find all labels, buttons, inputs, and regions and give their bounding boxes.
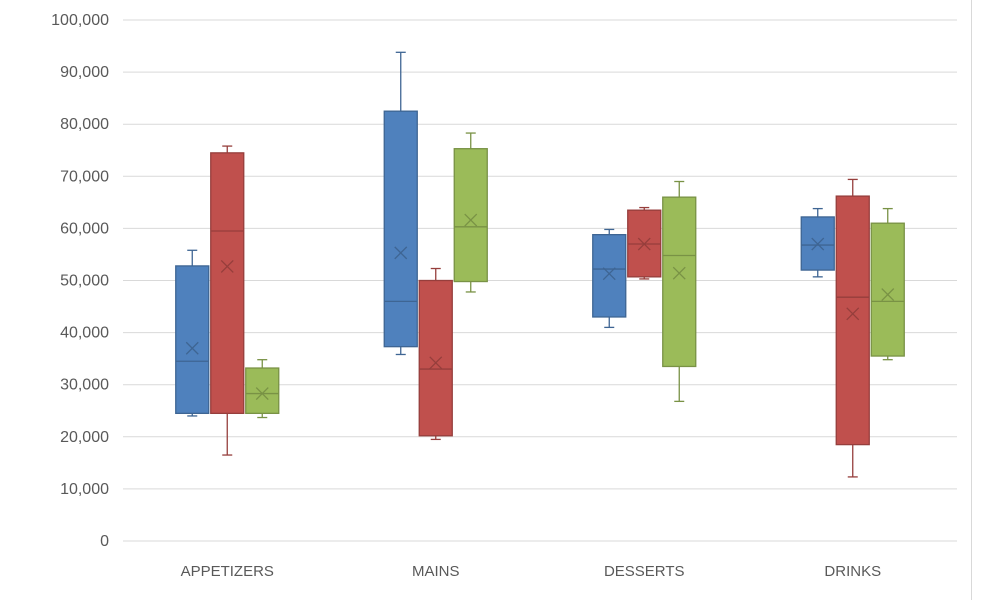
y-tick-label: 20,000: [60, 429, 109, 446]
y-tick-label: 30,000: [60, 377, 109, 394]
y-tick-label: 80,000: [60, 116, 109, 133]
box-plot-item: [870, 207, 905, 361]
box-plot-item: [418, 267, 453, 441]
box: [418, 279, 453, 437]
box-plot-item: [453, 132, 488, 293]
y-tick-label: 50,000: [60, 273, 109, 290]
y-tick-label: 70,000: [60, 168, 109, 185]
y-tick-label: 60,000: [60, 220, 109, 237]
mean-marker: [220, 259, 234, 273]
box: [383, 110, 418, 348]
y-tick-label: 40,000: [60, 325, 109, 342]
x-category-label: APPETIZERS: [181, 563, 274, 580]
x-category-label: DRINKS: [824, 563, 881, 580]
mean-marker: [846, 307, 860, 321]
box: [592, 234, 627, 318]
box-plot-item: [245, 359, 280, 419]
x-category-label: DESSERTS: [604, 563, 685, 580]
mean-marker: [185, 341, 199, 355]
box-plot-item: [800, 207, 835, 278]
y-tick-label: 10,000: [60, 481, 109, 498]
chart-area-border: [971, 0, 972, 600]
box: [245, 367, 280, 415]
box-plot-item: [662, 180, 697, 403]
mean-marker: [881, 288, 895, 302]
mean-marker: [429, 356, 443, 370]
mean-marker: [255, 387, 269, 401]
y-tick-label: 100,000: [51, 12, 109, 29]
box-plot-item: [835, 178, 870, 478]
mean-marker: [394, 246, 408, 260]
box-plot-item: [592, 228, 627, 329]
box-plot-item: [210, 145, 245, 456]
box: [835, 195, 870, 446]
box-plot-item: [627, 206, 662, 280]
y-axis-tick-labels: 0 10,000 20,000 30,000 40,000 50,000 60,000 70,…: [51, 12, 109, 550]
y-tick-label: 0: [100, 533, 109, 550]
box: [210, 152, 245, 415]
box: [175, 265, 210, 415]
mean-marker: [602, 267, 616, 281]
x-category-label: MAINS: [412, 563, 460, 580]
x-axis-category-labels: APPETIZERS MAINS DESSERTS DRINKS: [181, 563, 882, 580]
box-plot-item: [383, 51, 418, 356]
mean-marker: [672, 266, 686, 280]
box: [662, 196, 697, 368]
mean-marker: [464, 213, 478, 227]
y-tick-label: 90,000: [60, 64, 109, 81]
mean-marker: [811, 237, 825, 251]
box-series: [175, 51, 905, 478]
mean-marker: [637, 237, 651, 251]
box: [870, 222, 905, 357]
box: [453, 148, 488, 283]
box-plot-item: [175, 249, 210, 417]
